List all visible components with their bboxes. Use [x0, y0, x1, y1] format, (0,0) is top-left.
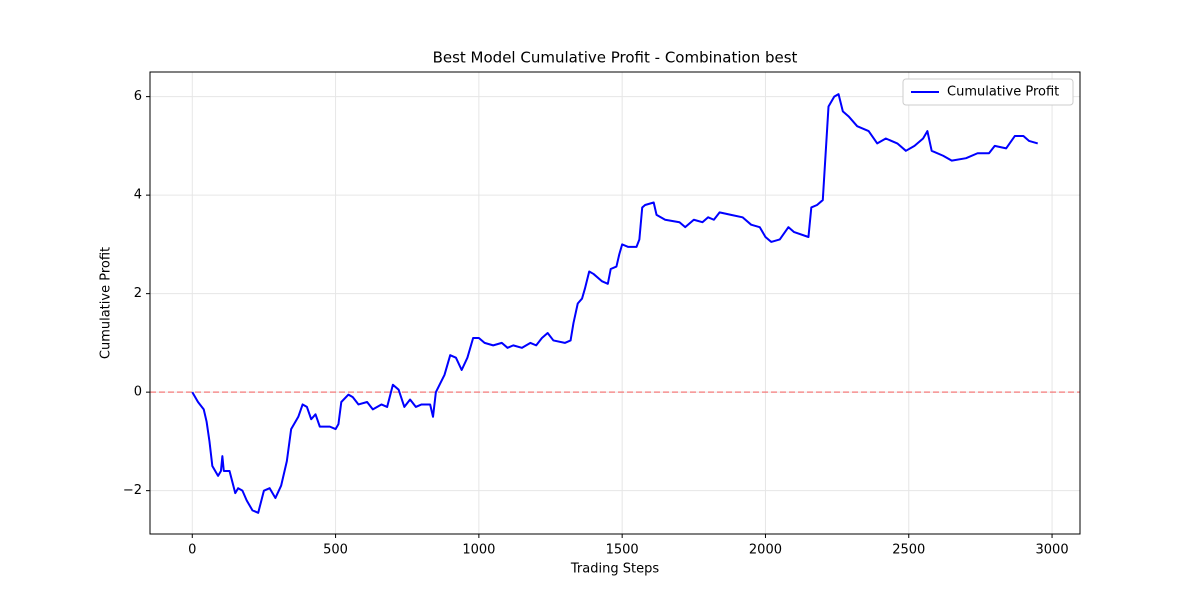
y-tick-label: 6	[134, 89, 142, 104]
x-tick-label: 2500	[892, 543, 925, 558]
x-tick-label: 500	[323, 543, 348, 558]
plot-frame	[149, 71, 1081, 535]
data-line	[191, 93, 1039, 514]
x-tick-label: 0	[188, 543, 196, 558]
legend-label: Cumulative Profit	[947, 85, 1059, 100]
x-tick-label: 1500	[606, 543, 639, 558]
x-tick-label: 2000	[749, 543, 782, 558]
chart-title: Best Model Cumulative Profit - Combinati…	[433, 49, 798, 67]
y-tick-label: 2	[134, 286, 142, 301]
legend-box	[902, 78, 1074, 106]
y-tick-label: −2	[123, 483, 142, 498]
y-tick-label: 4	[134, 188, 142, 203]
y-axis-label: Cumulative Profit	[99, 247, 114, 359]
x-axis-label: Trading Steps	[570, 562, 659, 577]
x-tick-label: 1000	[462, 543, 495, 558]
y-tick-label: 0	[134, 385, 142, 400]
x-tick-label: 3000	[1036, 543, 1069, 558]
